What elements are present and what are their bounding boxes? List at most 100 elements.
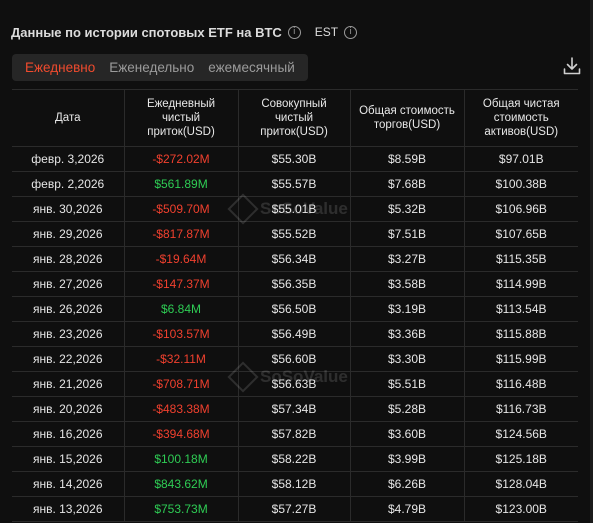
column-header-daily-inflow: Ежедневный чистый приток(USD) [124,89,239,147]
cell-net-assets: $97.01B [464,146,578,172]
cell-date: янв. 21,2026 [12,371,125,397]
cell-date: янв. 14,2026 [12,471,125,497]
cell-traded-value: $5.51B [350,371,465,397]
cell-net-assets: $116.73B [464,396,578,422]
cell-cumulative-inflow: $56.34B [238,246,351,272]
table-row: янв. 29,2026 -$817.87M $55.52B $7.51B $107.6… [12,221,578,247]
cell-traded-value: $4.79B [350,496,465,522]
tab-monthly[interactable]: ежемесячный [208,60,295,75]
cell-traded-value: $7.68B [350,171,465,197]
table-row: янв. 23,2026 -$103.57M $56.49B $3.36B $115.8… [12,321,578,347]
cell-net-assets: $114.99B [464,271,578,297]
cell-daily-inflow: -$509.70M [124,196,239,222]
cell-cumulative-inflow: $55.30B [238,146,351,172]
cell-net-assets: $107.65B [464,221,578,247]
info-circle-icon[interactable]: i [344,25,358,39]
cell-traded-value: $3.19B [350,296,465,322]
period-tabs: Ежедневно Еженедельно ежемесячный [12,54,308,81]
cell-net-assets: $116.48B [464,371,578,397]
cell-daily-inflow: $100.18M [124,446,239,472]
cell-cumulative-inflow: $55.57B [238,171,351,197]
cell-daily-inflow: -$817.87M [124,221,239,247]
info-circle-icon[interactable]: i [287,25,301,39]
column-header-cumulative-inflow: Совокупный чистый приток(USD) [238,89,351,147]
cell-cumulative-inflow: $58.22B [238,446,351,472]
table-row: янв. 14,2026 $843.62M $58.12B $6.26B $128.04… [12,471,578,497]
cell-cumulative-inflow: $56.50B [238,296,351,322]
cell-traded-value: $3.27B [350,246,465,272]
cell-date: янв. 26,2026 [12,296,125,322]
cell-net-assets: $124.56B [464,421,578,447]
cell-traded-value: $3.58B [350,271,465,297]
cell-date: янв. 15,2026 [12,446,125,472]
cell-traded-value: $3.36B [350,321,465,347]
cell-date: янв. 22,2026 [12,346,125,372]
table-row: янв. 27,2026 -$147.37M $56.35B $3.58B $114.9… [12,271,578,297]
cell-daily-inflow: $843.62M [124,471,239,497]
panel-title: Данные по истории спотовых ETF на BTC [11,24,282,40]
cell-daily-inflow: -$103.57M [124,321,239,347]
table-row: янв. 15,2026 $100.18M $58.22B $3.99B $125.18… [12,446,578,472]
cell-cumulative-inflow: $56.35B [238,271,351,297]
etf-table-container[interactable]: Дата Ежедневный чистый приток(USD) Совок… [12,89,578,523]
cell-daily-inflow: -$394.68M [124,421,239,447]
table-row: февр. 3,2026 -$272.02M $55.30B $8.59B $97.01… [12,146,578,172]
table-row: янв. 20,2026 -$483.38M $57.34B $5.28B $116.7… [12,396,578,422]
cell-daily-inflow: $753.73M [124,496,239,522]
tab-daily[interactable]: Ежедневно [25,60,96,75]
table-header-row: Дата Ежедневный чистый приток(USD) Совок… [12,89,578,147]
etf-history-table: Дата Ежедневный чистый приток(USD) Совок… [12,89,578,522]
cell-daily-inflow: -$272.02M [124,146,239,172]
cell-net-assets: $115.35B [464,246,578,272]
cell-date: янв. 30,2026 [12,196,125,222]
cell-cumulative-inflow: $55.01B [238,196,351,222]
cell-daily-inflow: -$708.71M [124,371,239,397]
cell-net-assets: $125.18B [464,446,578,472]
cell-net-assets: $100.38B [464,171,578,197]
cell-date: янв. 16,2026 [12,421,125,447]
cell-traded-value: $3.60B [350,421,465,447]
cell-traded-value: $5.32B [350,196,465,222]
cell-date: янв. 13,2026 [12,496,125,522]
download-icon[interactable] [562,56,582,76]
table-row: янв. 30,2026 -$509.70M $55.01B $5.32B $106.9… [12,196,578,222]
table-row: февр. 2,2026 $561.89M $55.57B $7.68B $100.38… [12,171,578,197]
cell-traded-value: $8.59B [350,146,465,172]
cell-cumulative-inflow: $56.49B [238,321,351,347]
table-body: февр. 3,2026 -$272.02M $55.30B $8.59B $97.01… [12,146,578,522]
cell-date: янв. 29,2026 [12,221,125,247]
cell-net-assets: $123.00B [464,496,578,522]
cell-daily-inflow: -$32.11M [124,346,239,372]
cell-net-assets: $115.99B [464,346,578,372]
cell-date: янв. 27,2026 [12,271,125,297]
column-header-net-assets: Общая чистая стоимость активов(USD) [464,89,578,147]
cell-cumulative-inflow: $56.63B [238,371,351,397]
table-row: янв. 21,2026 -$708.71M $56.63B $5.51B $116.4… [12,371,578,397]
table-row: янв. 13,2026 $753.73M $57.27B $4.79B $123.00… [12,496,578,522]
cell-cumulative-inflow: $56.60B [238,346,351,372]
cell-traded-value: $7.51B [350,221,465,247]
cell-daily-inflow: -$19.64M [124,246,239,272]
cell-net-assets: $128.04B [464,471,578,497]
column-header-date: Дата [12,89,125,147]
cell-cumulative-inflow: $57.34B [238,396,351,422]
cell-date: янв. 28,2026 [12,246,125,272]
column-header-traded-value: Общая стоимость торгов(USD) [350,89,465,147]
cell-cumulative-inflow: $57.82B [238,421,351,447]
cell-traded-value: $3.30B [350,346,465,372]
cell-cumulative-inflow: $57.27B [238,496,351,522]
cell-daily-inflow: -$483.38M [124,396,239,422]
table-row: янв. 28,2026 -$19.64M $56.34B $3.27B $115.35… [12,246,578,272]
cell-daily-inflow: $561.89M [124,171,239,197]
panel-header: Данные по истории спотовых ETF на BTC i … [11,22,358,42]
cell-cumulative-inflow: $58.12B [238,471,351,497]
table-row: янв. 16,2026 -$394.68M $57.82B $3.60B $124.5… [12,421,578,447]
tab-weekly[interactable]: Еженедельно [109,60,195,75]
cell-traded-value: $3.99B [350,446,465,472]
cell-daily-inflow: $6.84M [124,296,239,322]
cell-date: янв. 23,2026 [12,321,125,347]
timezone-label: EST [314,25,339,39]
table-row: янв. 22,2026 -$32.11M $56.60B $3.30B $115.99… [12,346,578,372]
cell-net-assets: $113.54B [464,296,578,322]
